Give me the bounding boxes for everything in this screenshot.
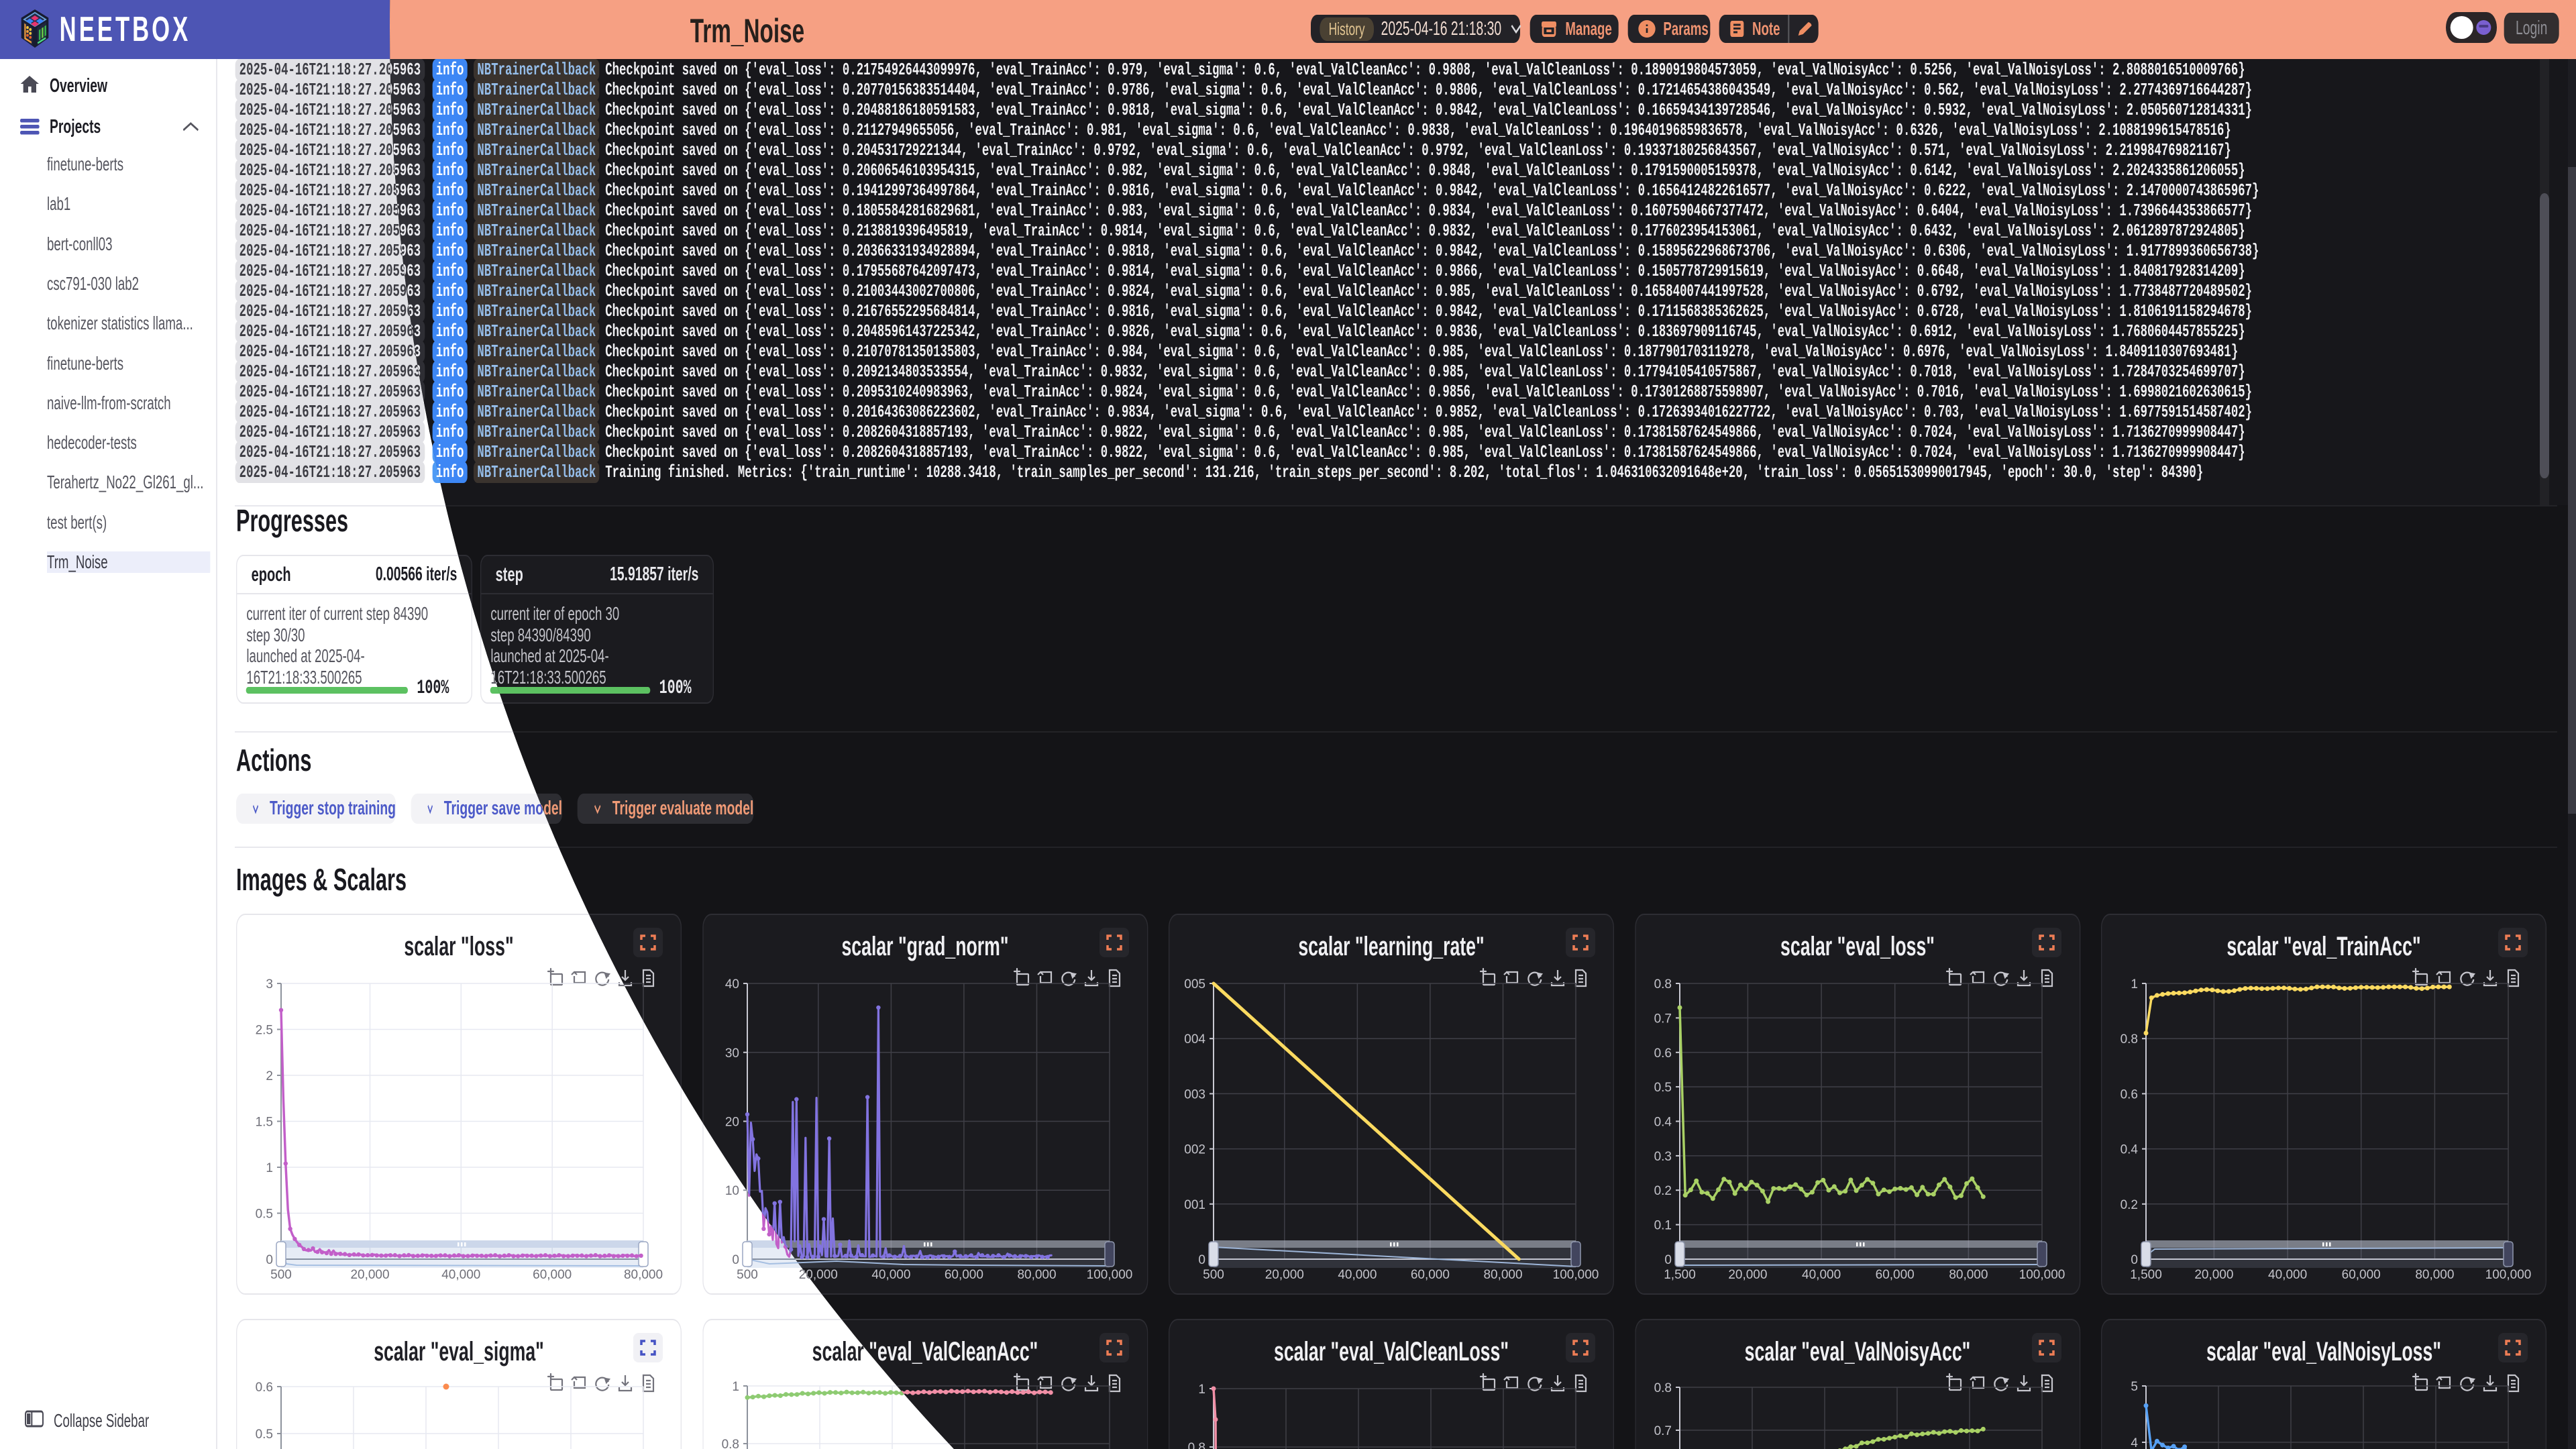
svg-text:20: 20 <box>725 1116 739 1130</box>
svg-text:0.8: 0.8 <box>1188 1441 1205 1449</box>
svg-text:005: 005 <box>1184 977 1205 991</box>
svg-text:1: 1 <box>732 1380 739 1394</box>
svg-text:20,000: 20,000 <box>2194 1268 2233 1282</box>
svg-text:0: 0 <box>1198 1253 1205 1267</box>
svg-text:60,000: 60,000 <box>1411 1268 1450 1282</box>
svg-text:80,000: 80,000 <box>1483 1268 1522 1282</box>
svg-text:0: 0 <box>2131 1253 2138 1267</box>
svg-text:100,000: 100,000 <box>2019 1268 2065 1282</box>
svg-text:003: 003 <box>1184 1087 1205 1102</box>
svg-text:1: 1 <box>2131 977 2138 991</box>
svg-text:0.7: 0.7 <box>1654 1012 1672 1026</box>
svg-text:40,000: 40,000 <box>871 1268 910 1282</box>
svg-text:002: 002 <box>1184 1143 1205 1157</box>
svg-text:0: 0 <box>1664 1253 1672 1267</box>
svg-text:60,000: 60,000 <box>1876 1268 1915 1282</box>
svg-text:0.4: 0.4 <box>2121 1143 2139 1157</box>
svg-text:40,000: 40,000 <box>1338 1268 1377 1282</box>
svg-text:1: 1 <box>1198 1383 1205 1397</box>
svg-text:80,000: 80,000 <box>2415 1268 2454 1282</box>
svg-text:0.8: 0.8 <box>2121 1032 2138 1046</box>
svg-text:100,000: 100,000 <box>2485 1268 2532 1282</box>
svg-text:40,000: 40,000 <box>1802 1268 1841 1282</box>
svg-text:40: 40 <box>725 977 739 991</box>
svg-text:500: 500 <box>270 1268 292 1282</box>
svg-text:20,000: 20,000 <box>1265 1268 1304 1282</box>
svg-text:30: 30 <box>725 1046 739 1061</box>
svg-text:4: 4 <box>2131 1436 2138 1449</box>
svg-text:1,500: 1,500 <box>2130 1268 2162 1282</box>
svg-text:0.8: 0.8 <box>1654 1381 1672 1395</box>
svg-text:3: 3 <box>266 977 273 991</box>
svg-text:80,000: 80,000 <box>1949 1268 1988 1282</box>
svg-text:500: 500 <box>737 1268 758 1282</box>
svg-text:0: 0 <box>266 1253 273 1267</box>
svg-text:0.6: 0.6 <box>1654 1046 1672 1061</box>
svg-text:0.8: 0.8 <box>1654 977 1672 991</box>
svg-text:0.6: 0.6 <box>2121 1087 2138 1102</box>
svg-text:2.5: 2.5 <box>256 1024 273 1038</box>
svg-text:60,000: 60,000 <box>2342 1268 2381 1282</box>
svg-text:1,500: 1,500 <box>1664 1268 1696 1282</box>
svg-text:20,000: 20,000 <box>350 1268 389 1282</box>
svg-text:1.5: 1.5 <box>256 1116 273 1130</box>
svg-text:0.6: 0.6 <box>256 1381 273 1395</box>
svg-text:0.5: 0.5 <box>256 1428 273 1442</box>
svg-text:80,000: 80,000 <box>624 1268 663 1282</box>
svg-text:100,000: 100,000 <box>1553 1268 1599 1282</box>
svg-text:0.2: 0.2 <box>2121 1198 2138 1212</box>
svg-text:0.4: 0.4 <box>1654 1116 1672 1130</box>
svg-text:20,000: 20,000 <box>1728 1268 1767 1282</box>
svg-text:5: 5 <box>2131 1380 2138 1394</box>
svg-text:1: 1 <box>266 1161 273 1175</box>
svg-text:60,000: 60,000 <box>945 1268 983 1282</box>
svg-text:0.5: 0.5 <box>256 1208 273 1222</box>
svg-text:0.1: 0.1 <box>1654 1219 1672 1233</box>
svg-text:500: 500 <box>1203 1268 1224 1282</box>
svg-text:0.2: 0.2 <box>1654 1184 1672 1198</box>
svg-text:0.7: 0.7 <box>1654 1424 1672 1438</box>
svg-text:2: 2 <box>266 1069 273 1083</box>
svg-text:0.3: 0.3 <box>1654 1150 1672 1164</box>
svg-text:10: 10 <box>725 1184 739 1198</box>
svg-text:40,000: 40,000 <box>2268 1268 2307 1282</box>
svg-text:100,000: 100,000 <box>1087 1268 1133 1282</box>
svg-text:0.5: 0.5 <box>1654 1081 1672 1095</box>
svg-text:004: 004 <box>1184 1032 1205 1046</box>
svg-text:80,000: 80,000 <box>1017 1268 1056 1282</box>
svg-text:001: 001 <box>1184 1198 1205 1212</box>
svg-text:40,000: 40,000 <box>441 1268 480 1282</box>
svg-text:0: 0 <box>732 1253 739 1267</box>
svg-text:0.8: 0.8 <box>722 1438 739 1449</box>
svg-text:60,000: 60,000 <box>533 1268 572 1282</box>
